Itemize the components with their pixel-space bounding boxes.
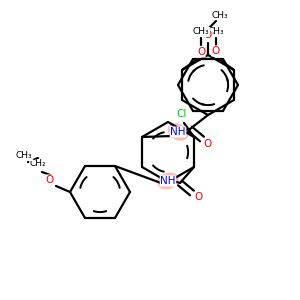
Text: Cl: Cl	[177, 109, 187, 119]
Text: O: O	[197, 47, 205, 57]
Text: O: O	[204, 30, 212, 40]
Text: CH₃: CH₃	[193, 28, 209, 37]
Text: NH: NH	[160, 176, 176, 186]
Ellipse shape	[157, 172, 179, 189]
Text: O: O	[195, 192, 203, 202]
Text: CH₃: CH₃	[208, 28, 224, 37]
Text: CH₃: CH₃	[212, 11, 228, 20]
Text: NH: NH	[170, 127, 186, 137]
Text: O: O	[204, 139, 212, 149]
Text: CH₃: CH₃	[16, 152, 32, 160]
Text: O: O	[212, 46, 220, 56]
Ellipse shape	[168, 123, 188, 141]
Text: CH₂: CH₂	[30, 160, 46, 169]
Text: O: O	[46, 175, 54, 185]
